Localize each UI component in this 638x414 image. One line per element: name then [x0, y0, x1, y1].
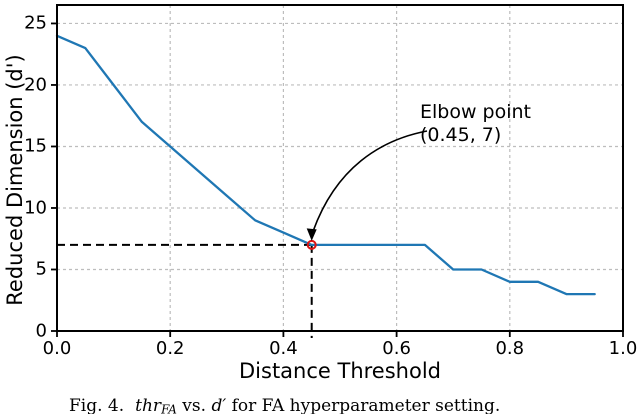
caption-part: thr	[135, 396, 162, 414]
y-tick-label: 25	[24, 12, 47, 34]
y-tick-label: 15	[24, 135, 47, 157]
x-tick-label: 0.4	[269, 338, 298, 359]
y-tick-label: 5	[35, 258, 47, 280]
elbow-annotation-line2: (0.45, 7)	[420, 124, 502, 146]
caption-part: for FA hyperparameter setting.	[226, 396, 501, 414]
series-line	[55, 34, 596, 296]
x-tick-label: 0.2	[155, 338, 185, 359]
y-tick-label: 20	[24, 74, 47, 96]
figure-caption: Fig. 4. thrFA vs. d′ for FA hyperparamete…	[69, 396, 500, 414]
plot-frame	[56, 4, 624, 332]
caption-part: vs.	[176, 396, 212, 414]
x-axis-label: Distance Threshold	[239, 359, 441, 383]
x-tick-label: 0.0	[42, 338, 72, 359]
x-tick-label: 0.6	[382, 338, 411, 359]
annotation-arrow-head	[306, 228, 317, 241]
y-tick-label: 10	[24, 197, 47, 219]
x-tick-label: 1.0	[608, 338, 638, 359]
caption-part: d′	[211, 396, 227, 414]
caption-part: Fig. 4.	[69, 396, 125, 414]
annotation-arrow-shaft	[312, 130, 428, 232]
elbow-annotation-line1: Elbow point	[420, 101, 532, 123]
x-tick-label: 0.8	[495, 338, 525, 359]
caption-part: FA	[161, 402, 177, 414]
y-tick-label: 0	[35, 320, 47, 342]
elbow-annotation: Elbow point (0.45, 7)	[420, 101, 531, 147]
